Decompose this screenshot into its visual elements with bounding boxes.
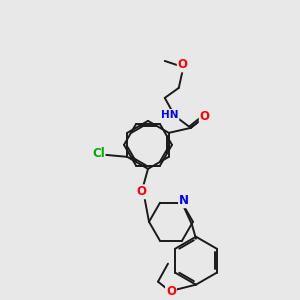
Text: O: O xyxy=(166,285,176,298)
Text: Cl: Cl xyxy=(92,147,105,160)
Text: HN: HN xyxy=(161,110,178,120)
Text: N: N xyxy=(179,194,189,207)
Text: O: O xyxy=(178,58,188,71)
Text: O: O xyxy=(136,185,146,198)
Text: O: O xyxy=(200,110,210,123)
